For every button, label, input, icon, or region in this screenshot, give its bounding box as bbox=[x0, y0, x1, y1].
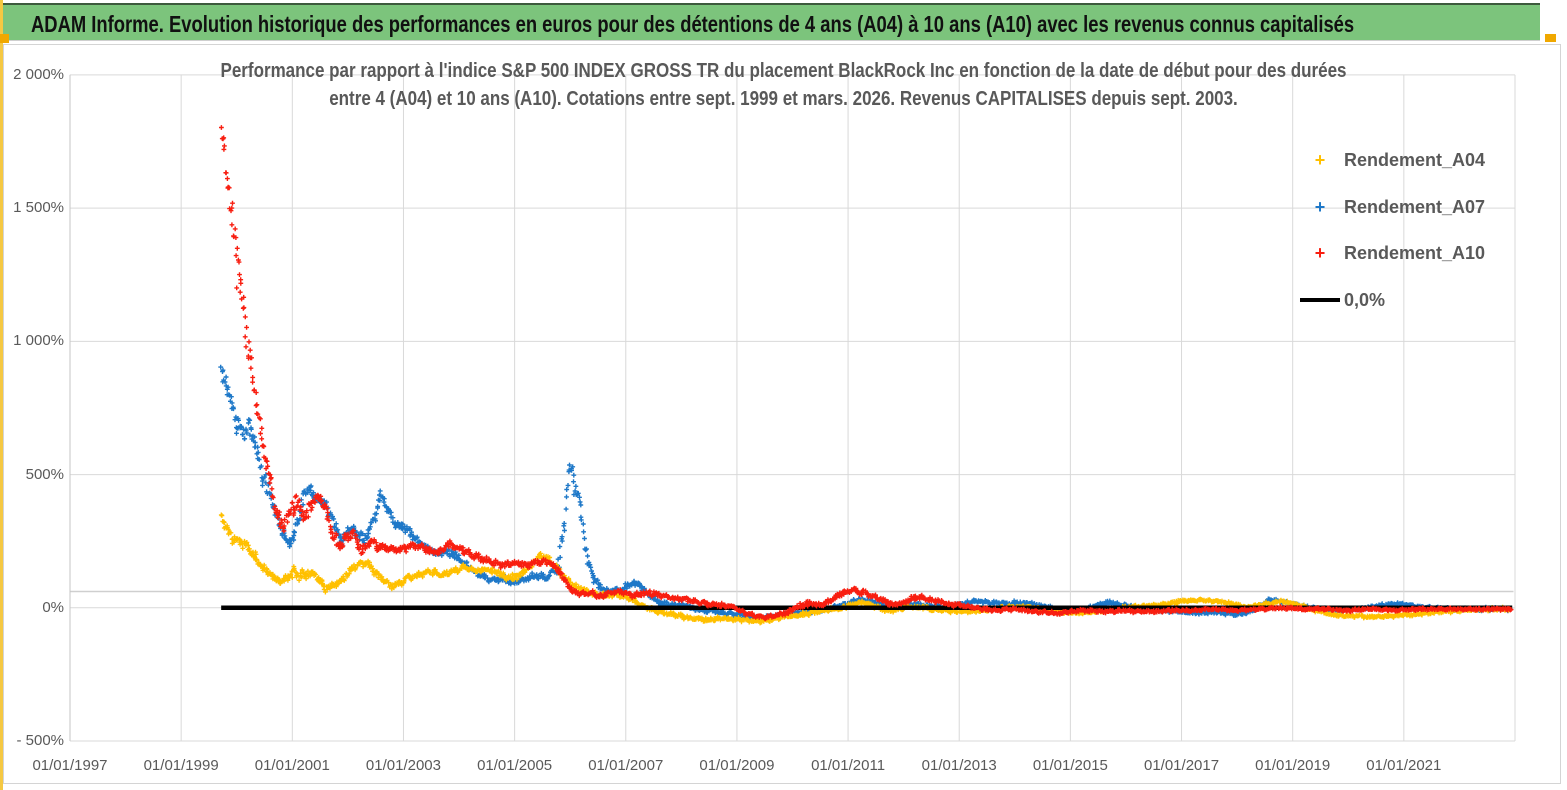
legend-item-rendement-a07[interactable]: + Rendement_A07 bbox=[1300, 195, 1485, 219]
x-axis-label: 01/01/2011 bbox=[811, 757, 886, 774]
legend-label: 0,0% bbox=[1344, 289, 1386, 310]
x-axis-label: 01/01/2019 bbox=[1255, 757, 1331, 774]
legend-line-marker-icon bbox=[1300, 298, 1340, 302]
x-axis-label: 01/01/1997 bbox=[32, 757, 108, 774]
y-axis-label: 2 000% bbox=[13, 65, 64, 83]
legend-plus-marker-icon: + bbox=[1314, 242, 1326, 263]
accent-top-right bbox=[1545, 34, 1556, 42]
x-axis-label: 01/01/2003 bbox=[365, 757, 441, 774]
gridlines bbox=[69, 74, 1516, 742]
x-axis-label: 01/01/2009 bbox=[699, 757, 775, 774]
legend-plus-marker-icon: + bbox=[1314, 149, 1326, 170]
y-axis-label: 500% bbox=[25, 465, 64, 483]
series-rendement_a10 bbox=[219, 125, 1514, 622]
x-axis-label: 01/01/2017 bbox=[1143, 757, 1220, 774]
series-rendement_a07 bbox=[218, 364, 1511, 623]
legend-label: Rendement_A10 bbox=[1344, 242, 1486, 263]
legend-item-rendement-a10[interactable]: + Rendement_A10 bbox=[1300, 241, 1485, 265]
legend-plus-marker-icon: + bbox=[1314, 196, 1326, 217]
header-title: ADAM Informe. Evolution historique des p… bbox=[31, 11, 1355, 37]
left-edge-accent-strip bbox=[0, 0, 3, 790]
chart-panel[interactable] bbox=[3, 44, 1561, 784]
legend-item-0-0-[interactable]: 0,0% bbox=[1300, 288, 1385, 312]
x-axis-label: 01/01/2001 bbox=[254, 757, 330, 774]
legend-label: Rendement_A04 bbox=[1344, 149, 1486, 170]
chart-title-line2: entre 4 (A04) et 10 ans (A10). Cotations… bbox=[329, 88, 1238, 110]
y-axis-label: 1 500% bbox=[13, 199, 64, 217]
legend-item-rendement-a04[interactable]: + Rendement_A04 bbox=[1300, 148, 1485, 172]
x-axis-label: 01/01/2013 bbox=[921, 757, 997, 774]
x-axis-label: 01/01/2005 bbox=[477, 757, 553, 774]
legend-label: Rendement_A07 bbox=[1344, 196, 1486, 217]
y-axis-label: 1 000% bbox=[13, 332, 64, 350]
header-banner: ADAM Informe. Evolution historique des p… bbox=[3, 3, 1540, 41]
x-axis-label: 01/01/2015 bbox=[1032, 757, 1108, 774]
x-axis-label: 01/01/2021 bbox=[1366, 757, 1442, 774]
accent-top-left bbox=[0, 34, 9, 43]
x-axis-label: 01/01/1999 bbox=[143, 757, 219, 774]
y-axis-label: - 500% bbox=[16, 732, 64, 750]
y-axis-label: 0% bbox=[42, 598, 64, 616]
x-axis-label: 01/01/2007 bbox=[588, 757, 664, 774]
chart-title-line1: Performance par rapport à l'indice S&P 5… bbox=[220, 60, 1347, 82]
